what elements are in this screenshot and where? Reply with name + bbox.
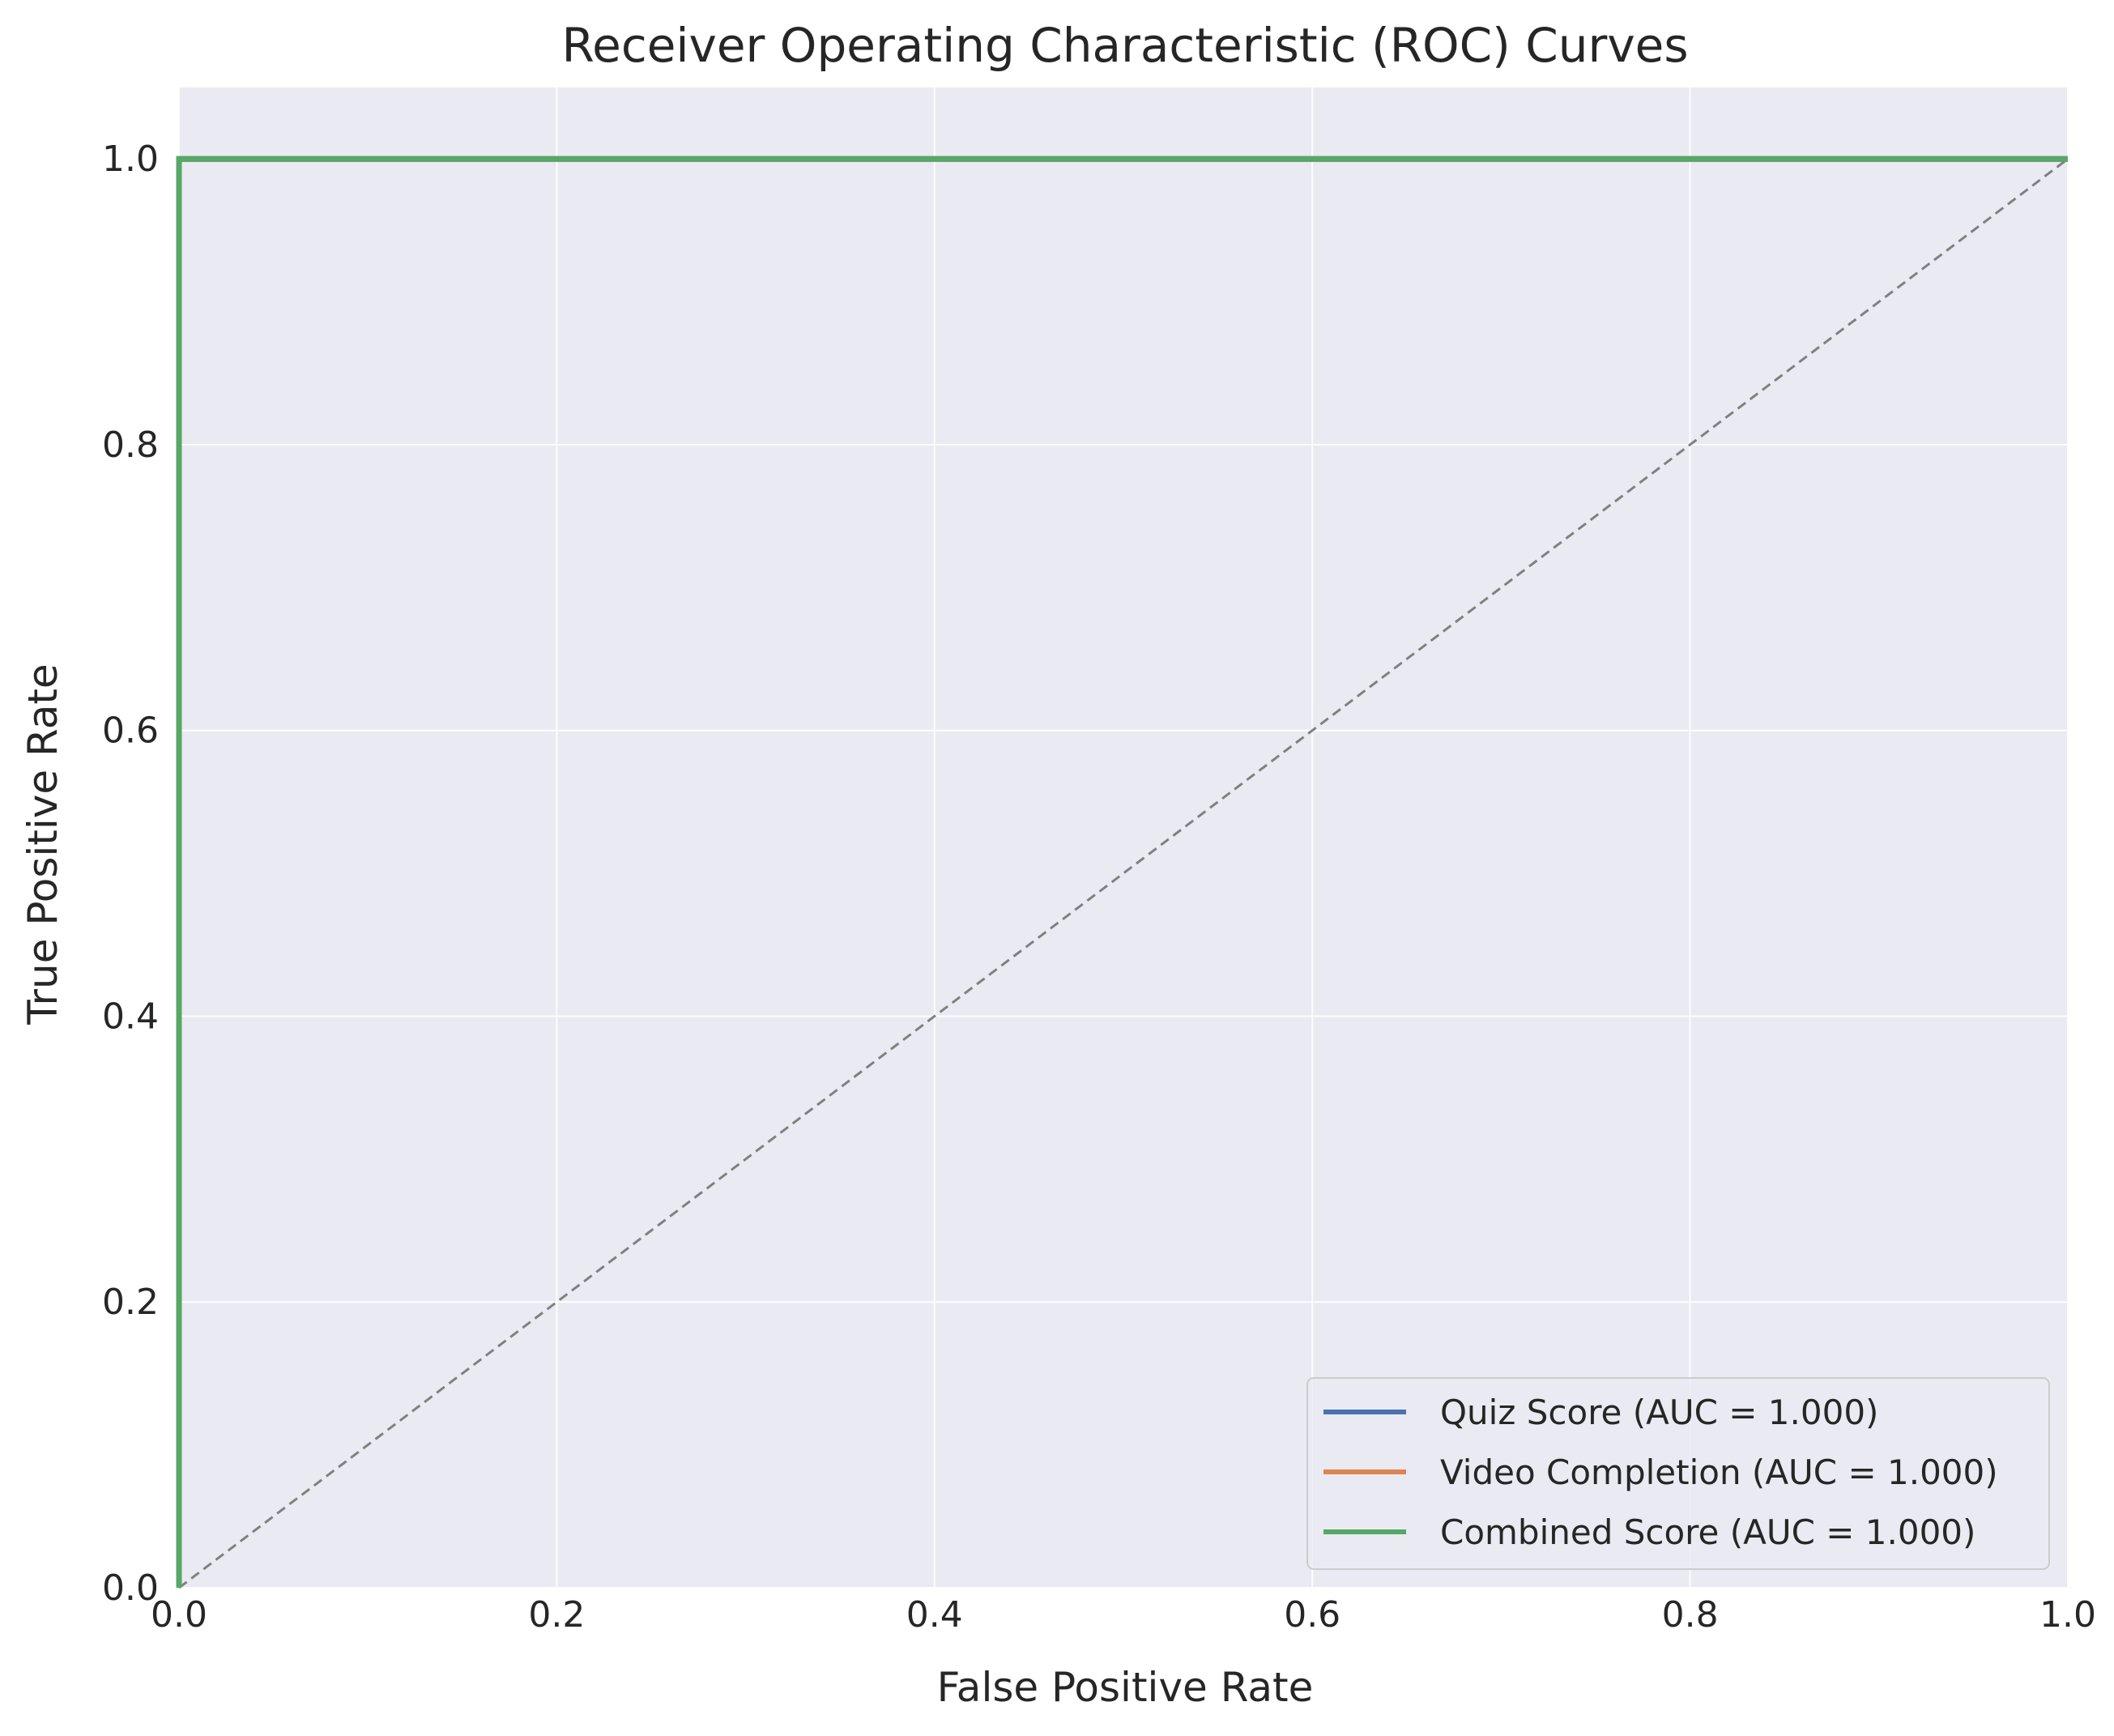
y-tick-label: 0.8 xyxy=(102,424,159,466)
legend-entry-label: Video Completion (AUC = 1.000) xyxy=(1440,1452,1998,1492)
y-tick-label: 0.4 xyxy=(102,996,159,1037)
legend-entry-label: Quiz Score (AUC = 1.000) xyxy=(1440,1393,1878,1432)
legend: Quiz Score (AUC = 1.000) Video Completion… xyxy=(1306,1377,2050,1570)
x-tick-label: 0.6 xyxy=(1284,1594,1340,1636)
legend-entry-label: Combined Score (AUC = 1.000) xyxy=(1440,1512,1975,1552)
x-tick-label: 0.8 xyxy=(1662,1594,1719,1636)
series-line-3 xyxy=(176,156,2068,1588)
legend-box xyxy=(1306,1377,2050,1570)
x-tick-label: 0.4 xyxy=(906,1594,963,1636)
y-axis-label: True Positive Rate xyxy=(19,663,66,1025)
series-layer xyxy=(176,156,2068,1588)
y-tick-labels: 0.0 0.2 0.4 0.6 0.8 1.0 xyxy=(102,139,159,1609)
reference-diagonal-line xyxy=(178,157,2069,1589)
plot-area xyxy=(179,87,2068,1588)
y-tick-label: 1.0 xyxy=(102,139,159,180)
x-tick-label: 0.2 xyxy=(528,1594,585,1636)
y-tick-label: 0.6 xyxy=(102,710,159,752)
x-tick-label: 1.0 xyxy=(2039,1594,2096,1636)
chart-title: Receiver Operating Characteristic (ROC) … xyxy=(561,18,1688,73)
x-axis-label: False Positive Rate xyxy=(937,1664,1314,1711)
x-tick-label: 0.0 xyxy=(151,1594,207,1636)
x-tick-labels: 0.0 0.2 0.4 0.6 0.8 1.0 xyxy=(151,1594,2096,1636)
y-tick-label: 0.2 xyxy=(102,1282,159,1323)
y-tick-label: 0.0 xyxy=(102,1568,159,1609)
reference-line-layer xyxy=(178,157,2069,1589)
